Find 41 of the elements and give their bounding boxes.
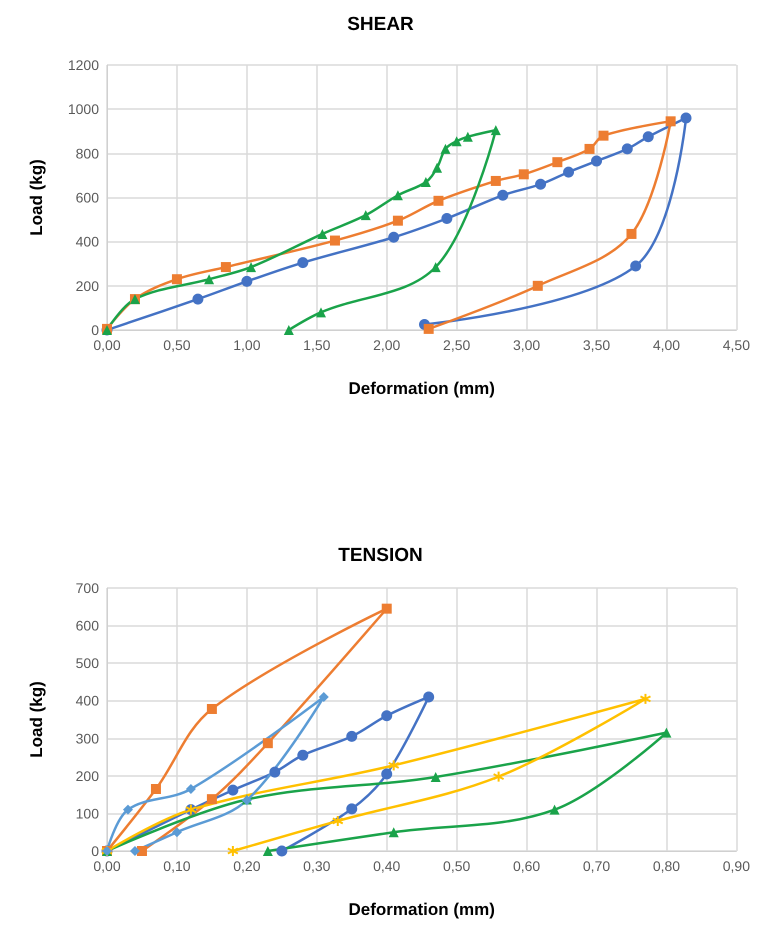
- y-tick-label: 100: [76, 805, 100, 822]
- x-tick-label: 3,50: [582, 337, 610, 353]
- x-tick-label: 0,00: [93, 858, 121, 874]
- y-axis-title: Load (kg): [27, 159, 46, 236]
- y-tick-label: 600: [76, 618, 100, 634]
- y-tick-label: 400: [76, 692, 100, 709]
- chart-title: TENSION: [338, 545, 423, 566]
- y-tick-label: 1200: [68, 57, 100, 73]
- y-tick-label: 700: [76, 580, 100, 596]
- x-tick-label: 0,50: [443, 858, 470, 874]
- x-tick-label: 0,90: [722, 858, 750, 874]
- x-axis-title: Deformation (mm): [348, 379, 495, 398]
- x-tick-label: 2,00: [373, 337, 401, 353]
- y-tick-label: 600: [76, 190, 100, 206]
- x-tick-label: 1,50: [303, 337, 331, 353]
- x-tick-label: 1,00: [233, 337, 261, 353]
- x-tick-label: 0,10: [163, 858, 191, 874]
- y-tick-label: 0: [91, 322, 100, 338]
- x-tick-label: 0,60: [512, 858, 540, 874]
- chart-title: SHEAR: [347, 14, 414, 35]
- x-tick-label: 0,30: [303, 858, 331, 874]
- y-tick-label: 0: [91, 843, 100, 859]
- x-axis-title: Deformation (mm): [348, 900, 495, 919]
- y-tick-label: 200: [76, 768, 100, 784]
- y-tick-label: 800: [76, 145, 100, 162]
- y-tick-label: 200: [76, 278, 100, 294]
- y-tick-label: 300: [76, 730, 100, 746]
- x-tick-label: 3,00: [512, 337, 540, 353]
- x-tick-label: 4,00: [652, 337, 680, 353]
- y-tick-label: 500: [76, 655, 100, 672]
- y-axis-title: Load (kg): [27, 681, 46, 758]
- x-tick-label: 0,80: [652, 858, 680, 874]
- x-tick-label: 2,50: [443, 337, 470, 353]
- x-tick-label: 4,50: [722, 337, 750, 353]
- x-tick-label: 0,40: [373, 858, 401, 874]
- y-tick-label: 400: [76, 234, 100, 250]
- x-tick-label: 0,20: [233, 858, 261, 874]
- x-tick-label: 0,50: [163, 337, 191, 353]
- y-tick-label: 1000: [68, 101, 100, 118]
- x-tick-label: 0,70: [582, 858, 610, 874]
- x-tick-label: 0,00: [93, 337, 121, 353]
